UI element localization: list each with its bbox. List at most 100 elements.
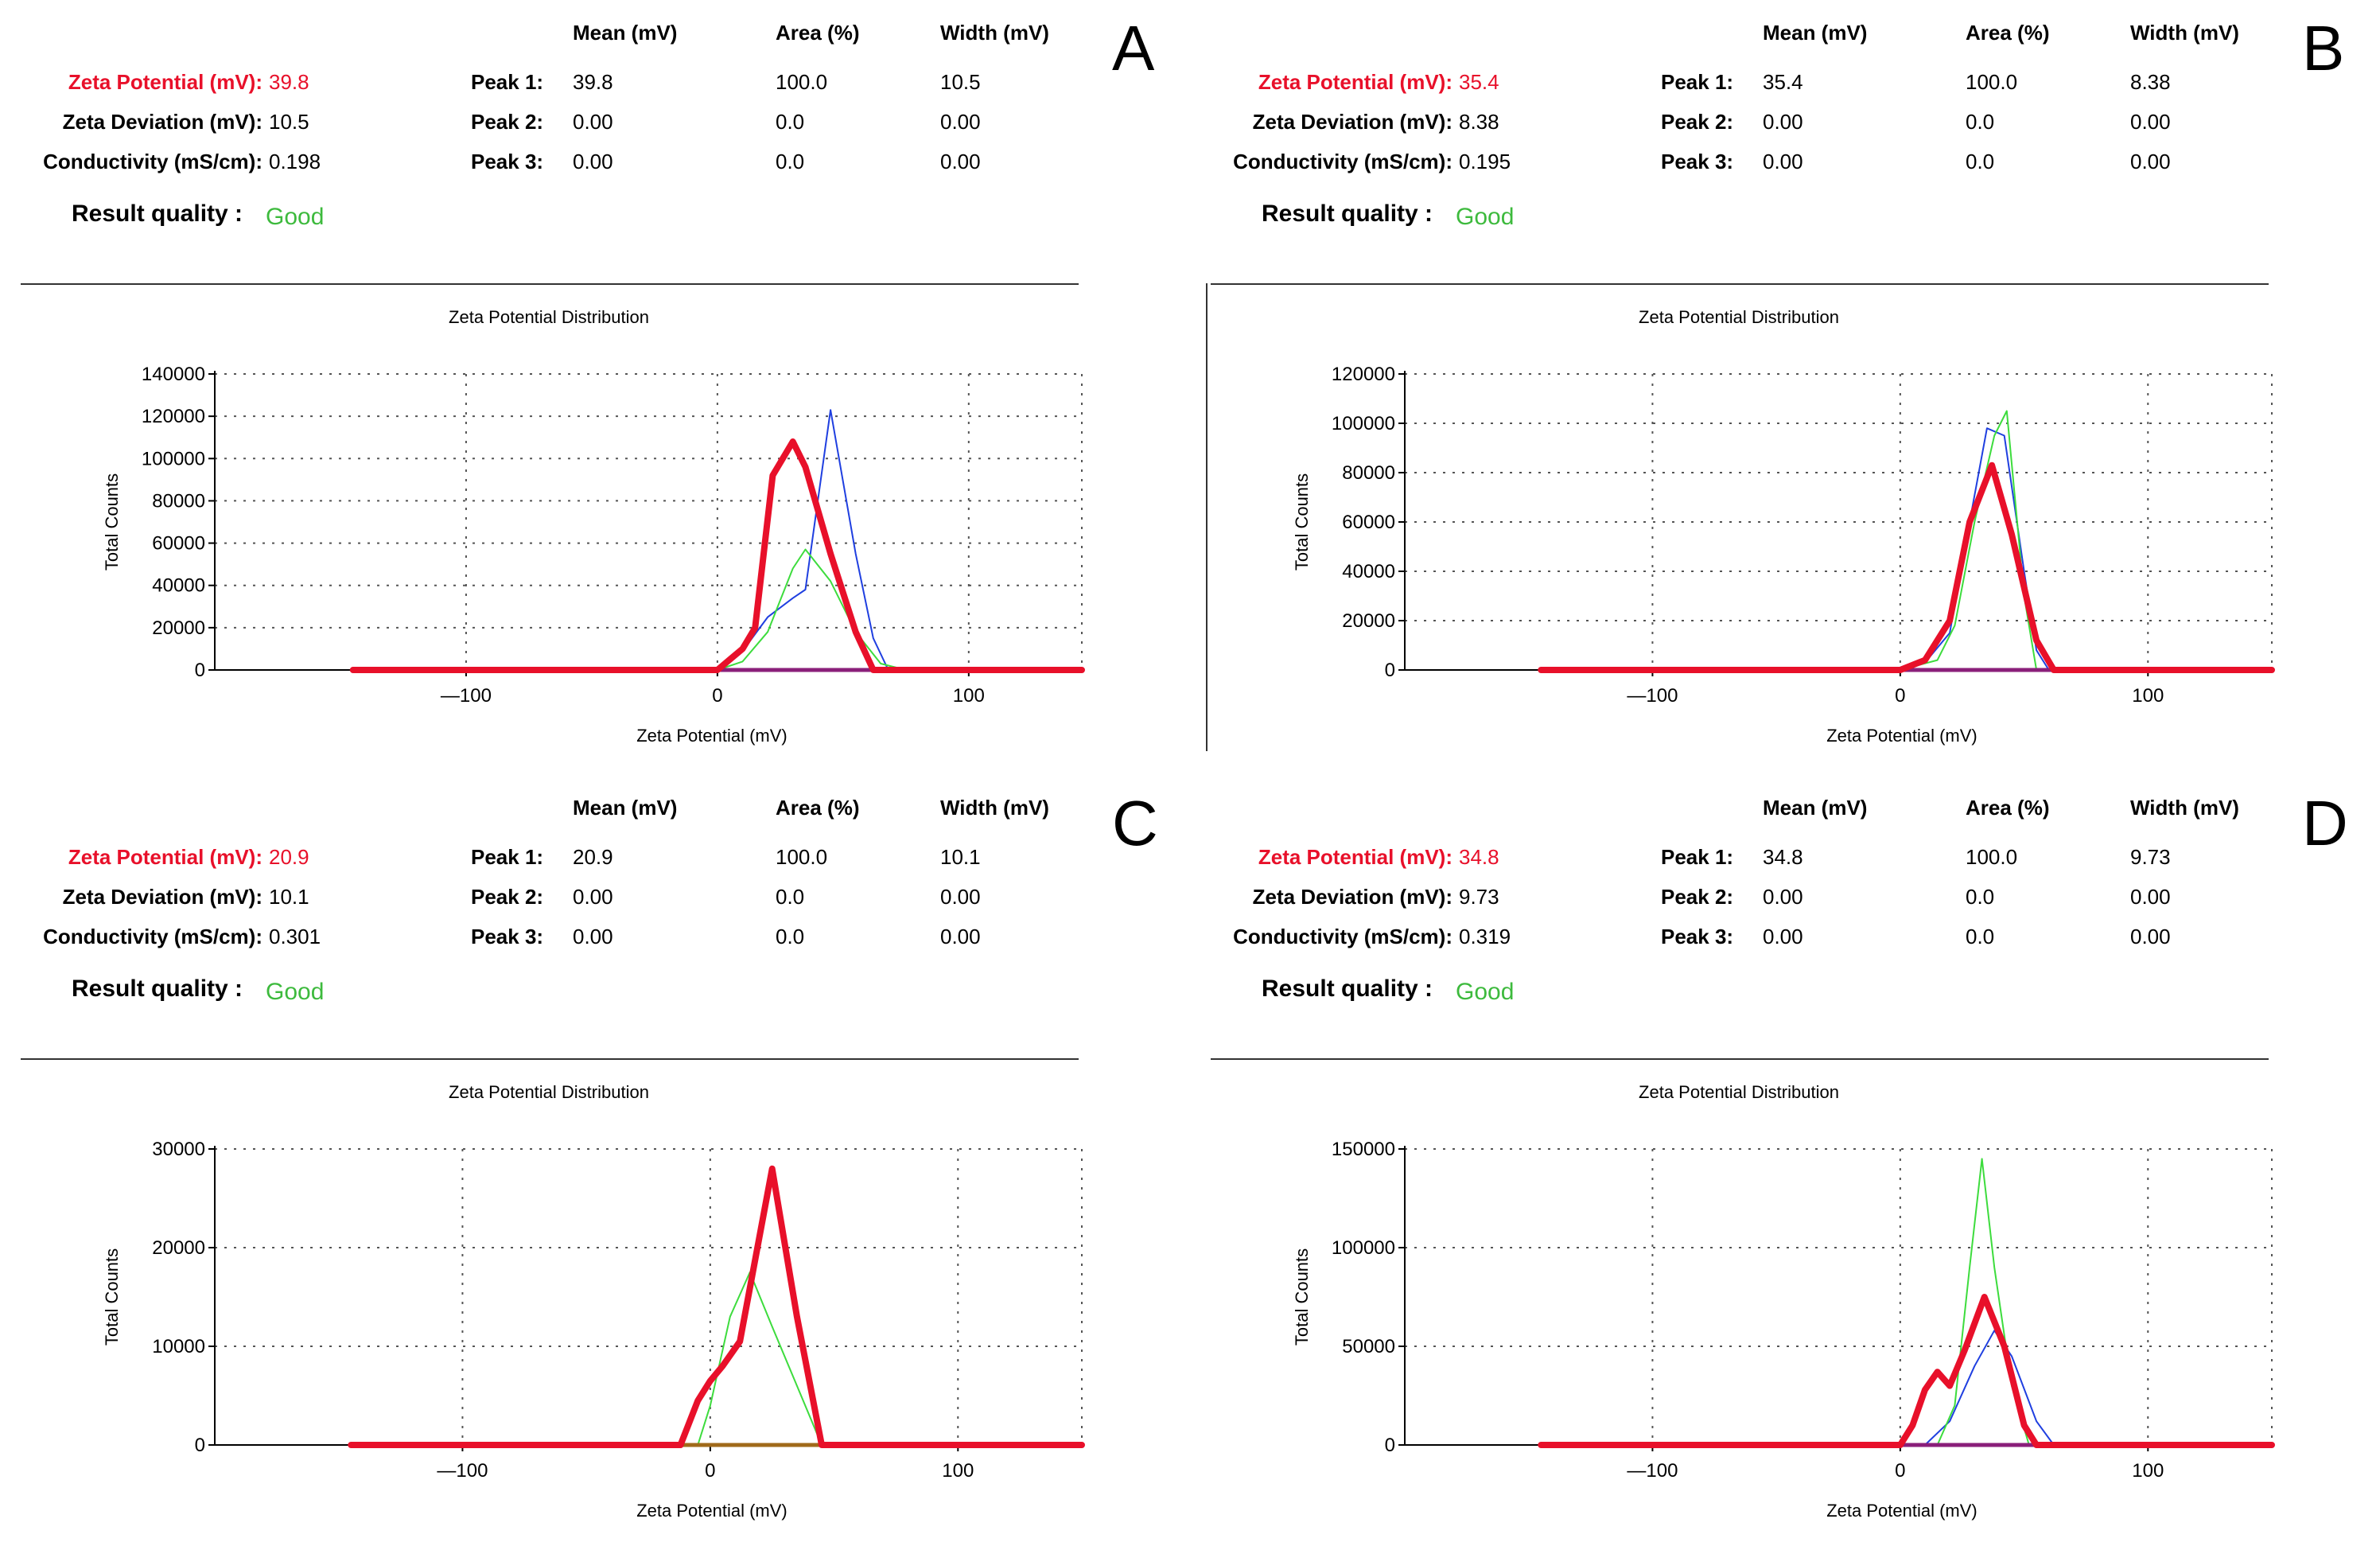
y-tick-label: 60000 (1342, 512, 1395, 533)
series-line-average (1538, 461, 2275, 673)
panel-frame-line (1206, 283, 1208, 751)
x-tick-label: 0 (712, 685, 722, 707)
peak1-mean: 34.8 (1763, 845, 1803, 869)
result-quality-value: Good (1456, 204, 1515, 230)
zeta-distribution-plot: 0 20000 40000 60000 80000 100000 120000 140000 —… (102, 364, 1085, 746)
col-header-mean: Mean (mV) (1763, 796, 1868, 820)
zeta-potential-label: Zeta Potential (mV): (1258, 70, 1452, 94)
panel-letter: C (1112, 788, 1158, 859)
conductivity-label: Conductivity (mS/cm): (1233, 925, 1452, 948)
peak1-label: Peak 1: (471, 70, 544, 94)
peak2-width: 0.00 (2130, 110, 2171, 134)
peak1-label: Peak 1: (1661, 70, 1734, 94)
peak3-width: 0.00 (2130, 150, 2171, 173)
section-separator (1211, 283, 2269, 285)
y-tick-label: 20000 (152, 1237, 205, 1259)
x-axis-label: Zeta Potential (mV) (1826, 1501, 1978, 1521)
peak3-area: 0.0 (776, 150, 805, 173)
x-tick-label: 0 (1895, 685, 1905, 707)
conductivity-label: Conductivity (mS/cm): (1233, 150, 1452, 173)
series-line-run-blue (1540, 1330, 2273, 1446)
result-quality-label: Result quality : (72, 201, 243, 227)
peak2-mean: 0.00 (573, 885, 613, 909)
peak1-mean: 20.9 (573, 845, 613, 869)
zeta-distribution-plot: 0 20000 40000 60000 80000 100000 120000 —100 0 10… (1292, 364, 2275, 746)
peak1-mean: 35.4 (1763, 70, 1803, 94)
x-axis-label: Zeta Potential (mV) (1826, 726, 1978, 746)
peak3-label: Peak 3: (471, 150, 544, 173)
y-axis-label: Total Counts (102, 473, 122, 571)
chart-title: Zeta Potential Distribution (1639, 1082, 1839, 1102)
x-tick-label: 100 (2132, 685, 2164, 707)
y-axis-label: Total Counts (1292, 1248, 1312, 1346)
y-tick-label: 40000 (1342, 561, 1395, 582)
zeta-distribution-plot: 0 50000 100000 150000 —100 0 100 Total Counts Ze… (1292, 1139, 2275, 1521)
series-line-run-blue (352, 409, 1083, 671)
zeta-deviation-label: Zeta Deviation (mV): (1252, 110, 1452, 134)
y-tick-label: 140000 (142, 364, 205, 385)
y-tick-label: 100000 (142, 448, 205, 469)
peak3-label: Peak 3: (1661, 925, 1734, 948)
y-tick-label: 20000 (152, 617, 205, 639)
peak3-mean: 0.00 (573, 925, 613, 948)
series-line-average (1538, 1294, 2275, 1448)
peak3-area: 0.0 (776, 925, 805, 948)
peak3-width: 0.00 (940, 925, 981, 948)
peak1-area: 100.0 (776, 70, 828, 94)
result-quality-label: Result quality : (1262, 201, 1433, 227)
result-quality-value: Good (266, 979, 325, 1005)
zeta-potential-value: 20.9 (269, 845, 309, 869)
y-tick-label: 100000 (1332, 1237, 1395, 1259)
panel-letter: B (2302, 13, 2345, 84)
peak2-mean: 0.00 (573, 110, 613, 134)
series-line-run-green (352, 548, 1083, 671)
zeta-deviation-value: 8.38 (1459, 110, 1499, 134)
x-tick-label: —100 (437, 1460, 488, 1482)
zeta-panel-c: C Mean (mV) Area (%) Width (mV) Zeta Pot… (0, 775, 1190, 1550)
y-tick-label: 80000 (152, 490, 205, 512)
peak1-width: 8.38 (2130, 70, 2171, 94)
section-separator (1211, 1058, 2269, 1060)
peak3-width: 0.00 (940, 150, 981, 173)
series-line-average (348, 1165, 1085, 1448)
peak3-mean: 0.00 (573, 150, 613, 173)
zeta-deviation-label: Zeta Deviation (mV): (62, 110, 262, 134)
peak3-area: 0.0 (1966, 925, 1995, 948)
peak1-label: Peak 1: (471, 845, 544, 869)
zeta-panel-d: D Mean (mV) Area (%) Width (mV) Zeta Pot… (1190, 775, 2380, 1550)
section-separator (21, 283, 1079, 285)
zeta-potential-label: Zeta Potential (mV): (1258, 845, 1452, 869)
y-tick-label: 100000 (1332, 413, 1395, 434)
peak2-mean: 0.00 (1763, 110, 1803, 134)
peak1-area: 100.0 (776, 845, 828, 869)
y-axis-label: Total Counts (1292, 473, 1312, 571)
conductivity-label: Conductivity (mS/cm): (43, 150, 262, 173)
result-quality-value: Good (266, 204, 325, 230)
zeta-distribution-plot: 0 10000 20000 30000 —100 0 100 Total Counts Zeta… (102, 1139, 1085, 1521)
peak2-width: 0.00 (940, 110, 981, 134)
x-tick-label: 100 (942, 1460, 974, 1482)
peak2-label: Peak 2: (471, 110, 544, 134)
conductivity-value: 0.198 (269, 150, 321, 173)
peak2-mean: 0.00 (1763, 885, 1803, 909)
x-axis-label: Zeta Potential (mV) (636, 726, 788, 746)
peak2-label: Peak 2: (1661, 110, 1734, 134)
y-tick-label: 120000 (142, 406, 205, 427)
x-tick-label: —100 (1627, 1460, 1678, 1482)
zeta-potential-label: Zeta Potential (mV): (68, 70, 262, 94)
x-tick-label: 100 (953, 685, 985, 707)
col-header-area: Area (%) (776, 796, 860, 820)
result-quality-label: Result quality : (72, 976, 243, 1002)
zeta-deviation-label: Zeta Deviation (mV): (62, 885, 262, 909)
peak3-label: Peak 3: (1661, 150, 1734, 173)
chart-title: Zeta Potential Distribution (449, 307, 649, 327)
y-tick-label: 20000 (1342, 610, 1395, 632)
zeta-potential-value: 39.8 (269, 70, 309, 94)
col-header-area: Area (%) (776, 21, 860, 45)
peak1-area: 100.0 (1966, 70, 2018, 94)
chart-title: Zeta Potential Distribution (449, 1082, 649, 1102)
series-line-run-green (1540, 410, 2273, 671)
col-header-mean: Mean (mV) (573, 21, 678, 45)
x-axis-label: Zeta Potential (mV) (636, 1501, 788, 1521)
x-tick-label: —100 (1627, 685, 1678, 707)
